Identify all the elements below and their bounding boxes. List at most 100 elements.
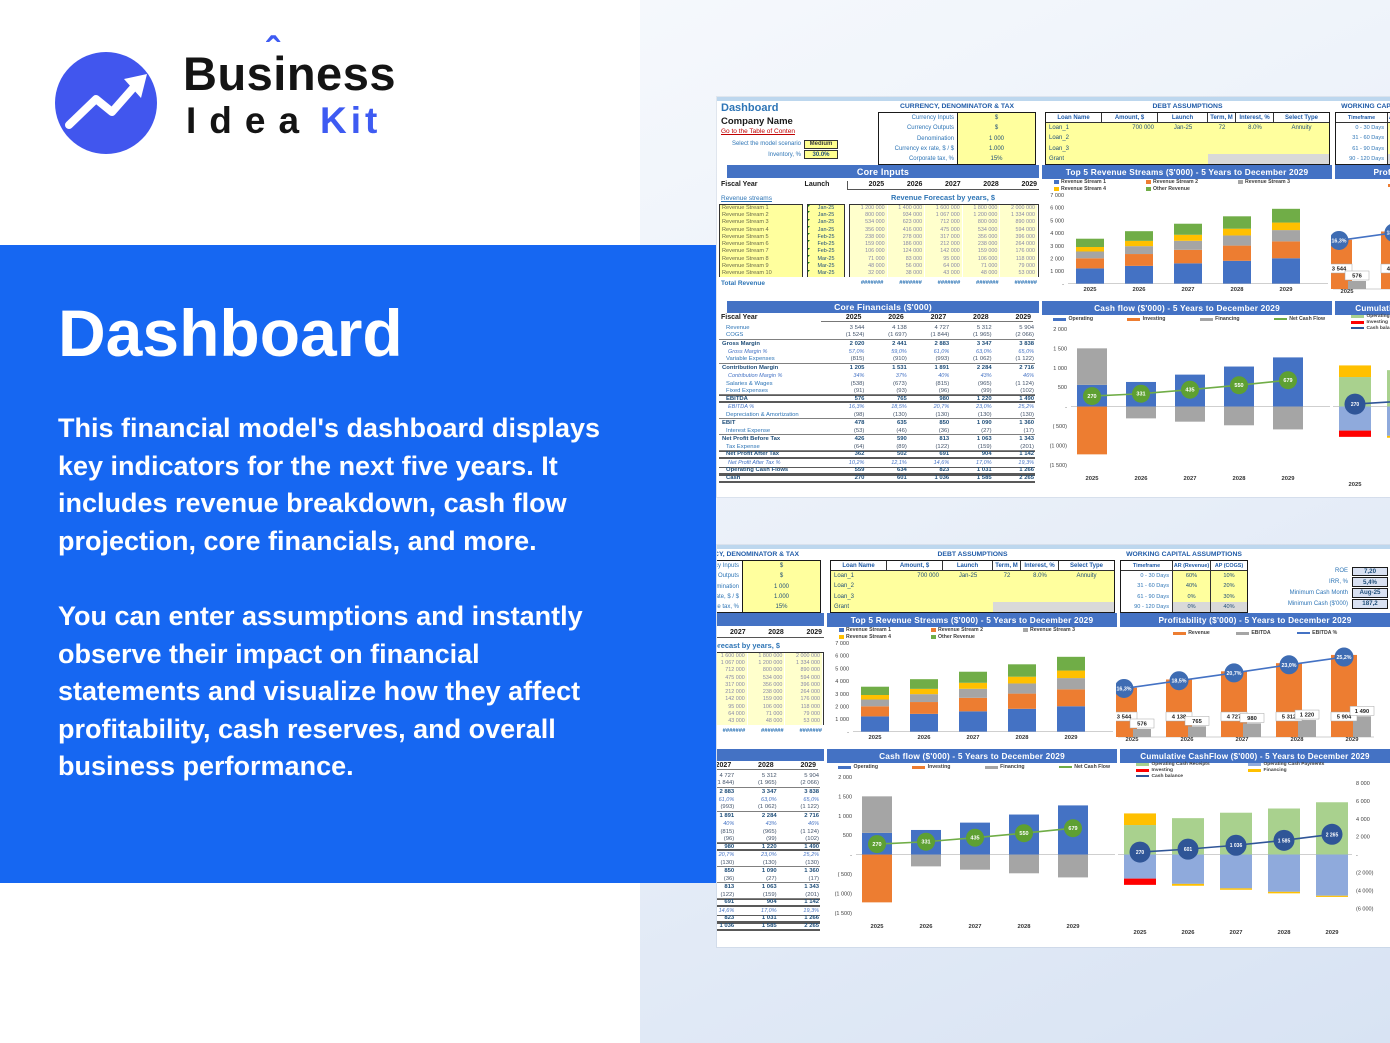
loan-term-cell[interactable] [993, 581, 1021, 591]
ar-input-cell[interactable]: 40% [1173, 581, 1211, 592]
stream-name-cell[interactable]: Revenue Stream 7 [719, 247, 803, 256]
loan-interest-cell[interactable] [1021, 601, 1059, 612]
stream-name-cell[interactable]: Revenue Stream 6 [719, 240, 803, 248]
loan-type-cell[interactable]: Annuity [1291, 125, 1312, 132]
loan-amount-cell[interactable]: 700 000 [1132, 125, 1154, 132]
stream-launch-cell[interactable]: Jan-25 [807, 211, 845, 219]
loan-interest-cell[interactable] [1236, 133, 1274, 143]
loan-term-cell[interactable] [1208, 153, 1236, 164]
loan-interest-cell[interactable] [1236, 144, 1274, 154]
kpi-value: 7,20 [1352, 566, 1388, 577]
stream-launch-cell[interactable]: Mar-25 [807, 262, 845, 270]
loan-launch-cell[interactable] [1158, 144, 1208, 154]
loan-interest-cell[interactable]: 8.0% [1033, 573, 1047, 580]
svg-text:4 000: 4 000 [835, 679, 849, 685]
stream-name-cell[interactable]: Revenue Stream 8 [719, 255, 803, 263]
inventory-input[interactable]: 30.0% [804, 150, 838, 159]
loan-type-cell[interactable] [1059, 592, 1114, 602]
loan-name-cell[interactable]: Loan_2 [834, 583, 855, 590]
loan-type-cell[interactable] [1274, 153, 1329, 164]
ap-input-cell[interactable]: 20% [1211, 581, 1247, 592]
ar-input-cell[interactable]: 0% [1388, 143, 1390, 154]
stream-name-cell[interactable]: Revenue Stream 3 [719, 218, 803, 226]
svg-text:18,5%: 18,5% [1171, 679, 1186, 685]
table-of-contents-link[interactable]: Go to the Table of Conten [721, 128, 795, 135]
currency-row-label: Corporate tax, % [717, 603, 739, 610]
stream-name-cell[interactable]: Revenue Stream 4 [719, 225, 803, 234]
currency-input-cell[interactable]: $ [742, 561, 820, 572]
loan-launch-cell[interactable] [943, 592, 993, 602]
loan-name-cell[interactable]: Loan_1 [1049, 125, 1070, 132]
loan-type-cell[interactable] [1059, 601, 1114, 612]
currency-input-cell[interactable]: $ [957, 123, 1035, 134]
value-cell: 3 544 [849, 324, 865, 331]
stream-launch-cell[interactable]: Feb-25 [807, 233, 845, 241]
loan-term-cell[interactable]: 72 [1003, 573, 1011, 580]
loan-amount-cell[interactable] [1102, 154, 1158, 164]
ar-input-cell[interactable]: 60% [1173, 571, 1211, 582]
currency-input-cell[interactable]: 1.000 [957, 143, 1035, 154]
loan-name-cell[interactable]: Grant [834, 603, 850, 610]
stream-launch-cell[interactable]: Feb-25 [807, 240, 845, 248]
stream-launch-cell[interactable]: Jan-25 [807, 225, 845, 234]
stream-name-cell[interactable]: Revenue Stream 10 [719, 269, 803, 277]
loan-term-cell[interactable] [993, 601, 1021, 612]
loan-term-cell[interactable]: 72 [1218, 125, 1226, 132]
loan-name-cell[interactable]: Grant [1049, 155, 1065, 162]
loan-term-cell[interactable] [993, 592, 1021, 602]
loan-amount-cell[interactable] [887, 602, 943, 612]
loan-interest-cell[interactable] [1021, 592, 1059, 602]
stream-launch-cell[interactable]: Feb-25 [807, 247, 845, 256]
stream-launch-cell[interactable]: Jan-25 [807, 218, 845, 226]
loan-amount-cell[interactable] [1102, 133, 1158, 143]
loan-type-cell[interactable]: Annuity [1076, 573, 1097, 580]
currency-input-cell[interactable]: $ [957, 113, 1035, 124]
ar-input-cell[interactable]: 60% [1388, 123, 1390, 134]
loan-interest-cell[interactable]: 8.0% [1248, 125, 1262, 132]
currency-input-cell[interactable]: 1.000 [742, 591, 820, 602]
stream-launch-cell[interactable]: Jan-25 [807, 204, 845, 212]
loan-name-cell[interactable]: Loan_1 [834, 573, 855, 580]
loan-launch-cell[interactable] [1158, 154, 1208, 164]
ar-input-cell[interactable]: 0% [1173, 591, 1211, 602]
loan-launch-cell[interactable] [943, 581, 993, 591]
ap-input-cell[interactable]: 10% [1211, 571, 1247, 582]
ar-input-cell[interactable]: 40% [1388, 133, 1390, 144]
loan-launch-cell[interactable] [1158, 133, 1208, 143]
stream-launch-cell[interactable]: Mar-25 [807, 255, 845, 263]
loan-term-cell[interactable] [1208, 144, 1236, 154]
stream-name-cell[interactable]: Revenue Stream 9 [719, 262, 803, 270]
stream-launch-cell[interactable]: Mar-25 [807, 269, 845, 277]
loan-name-cell[interactable]: Loan_3 [834, 593, 855, 600]
loan-launch-cell[interactable] [943, 602, 993, 612]
scenario-select[interactable]: Medium [804, 139, 838, 149]
currency-input-cell[interactable]: 1 000 [742, 581, 820, 592]
loan-type-cell[interactable] [1274, 133, 1329, 143]
stream-name-cell[interactable]: Revenue Stream 1 [719, 204, 803, 212]
loan-amount-cell[interactable] [887, 592, 943, 602]
loan-amount-cell[interactable] [887, 581, 943, 591]
ar-input-cell[interactable]: 0% [1173, 601, 1211, 612]
stream-name-cell[interactable]: Revenue Stream 5 [719, 233, 803, 241]
loan-name-cell[interactable]: Loan_3 [1049, 145, 1070, 152]
loan-amount-cell[interactable] [1102, 144, 1158, 154]
loan-term-cell[interactable] [1208, 133, 1236, 143]
currency-input-cell[interactable]: 1 000 [957, 133, 1035, 144]
ap-input-cell[interactable]: 30% [1211, 591, 1247, 602]
ar-input-cell[interactable]: 0% [1388, 153, 1390, 164]
loan-interest-cell[interactable] [1021, 581, 1059, 591]
loan-type-cell[interactable] [1059, 581, 1114, 591]
currency-input-cell[interactable]: $ [742, 571, 820, 582]
loan-launch-cell[interactable]: Jan-25 [1173, 125, 1193, 132]
loan-type-cell[interactable] [1274, 144, 1329, 154]
loan-amount-cell[interactable]: 700 000 [917, 573, 939, 580]
currency-input-cell[interactable]: 15% [742, 601, 820, 613]
stream-name-cell[interactable]: Revenue Stream 2 [719, 211, 803, 219]
debt-row: Loan_3 [831, 592, 1114, 602]
currency-row: Corporate tax, % 15% [717, 601, 820, 613]
ap-input-cell[interactable]: 40% [1211, 601, 1247, 612]
loan-name-cell[interactable]: Loan_2 [1049, 135, 1070, 142]
currency-input-cell[interactable]: 15% [957, 153, 1035, 165]
loan-interest-cell[interactable] [1236, 153, 1274, 164]
loan-launch-cell[interactable]: Jan-25 [958, 573, 978, 580]
